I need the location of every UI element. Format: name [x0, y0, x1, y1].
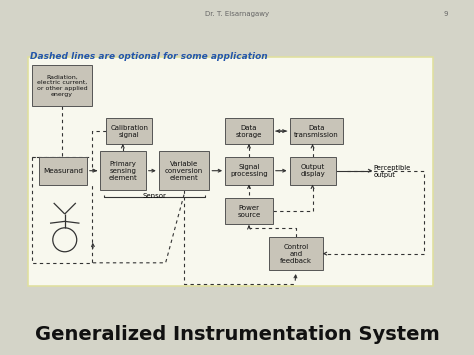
FancyArrowPatch shape	[90, 169, 96, 172]
Text: Sensor: Sensor	[143, 193, 166, 199]
FancyArrowPatch shape	[212, 169, 221, 172]
FancyArrowPatch shape	[91, 244, 94, 248]
Text: Output
display: Output display	[300, 164, 325, 177]
FancyBboxPatch shape	[100, 151, 146, 190]
FancyBboxPatch shape	[159, 151, 210, 190]
FancyArrowPatch shape	[148, 169, 155, 172]
FancyBboxPatch shape	[32, 65, 92, 106]
FancyBboxPatch shape	[106, 118, 152, 144]
Text: Data
transmission: Data transmission	[294, 125, 338, 138]
FancyArrowPatch shape	[294, 275, 297, 280]
Text: Radiation,
electric current,
or other applied
energy: Radiation, electric current, or other ap…	[36, 74, 87, 97]
FancyArrowPatch shape	[311, 145, 314, 148]
Text: Variable
conversion
element: Variable conversion element	[165, 161, 203, 181]
Text: Perceptible
output: Perceptible output	[374, 165, 410, 178]
FancyArrowPatch shape	[324, 252, 327, 255]
Text: 9: 9	[444, 11, 448, 17]
FancyBboxPatch shape	[290, 118, 343, 144]
Text: Power
source: Power source	[237, 205, 261, 218]
FancyBboxPatch shape	[225, 198, 273, 224]
Text: Signal
processing: Signal processing	[230, 164, 268, 177]
FancyArrowPatch shape	[247, 145, 250, 148]
FancyArrowPatch shape	[277, 130, 287, 132]
Text: Dashed lines are optional for some application: Dashed lines are optional for some appli…	[30, 52, 267, 61]
Text: Dr. T. Elsarnagawy: Dr. T. Elsarnagawy	[205, 11, 269, 17]
Text: Primary
sensing
element: Primary sensing element	[109, 161, 137, 181]
FancyArrowPatch shape	[247, 226, 250, 229]
FancyArrowPatch shape	[121, 145, 124, 148]
FancyArrowPatch shape	[368, 169, 371, 172]
FancyArrowPatch shape	[276, 130, 285, 132]
Text: Control
and
feedback: Control and feedback	[280, 244, 312, 264]
FancyBboxPatch shape	[225, 157, 273, 185]
Text: Calibration
signal: Calibration signal	[110, 125, 148, 138]
Text: Generalized Instrumentation System: Generalized Instrumentation System	[35, 324, 439, 344]
FancyBboxPatch shape	[39, 157, 87, 185]
FancyBboxPatch shape	[290, 157, 336, 185]
Text: Measurand: Measurand	[43, 168, 83, 174]
FancyBboxPatch shape	[225, 118, 273, 144]
FancyBboxPatch shape	[269, 237, 323, 270]
FancyBboxPatch shape	[28, 58, 433, 286]
FancyArrowPatch shape	[276, 169, 285, 172]
FancyArrowPatch shape	[93, 169, 96, 172]
FancyArrowPatch shape	[247, 186, 250, 189]
Text: Data
storage: Data storage	[236, 125, 262, 138]
FancyArrowPatch shape	[311, 186, 314, 189]
